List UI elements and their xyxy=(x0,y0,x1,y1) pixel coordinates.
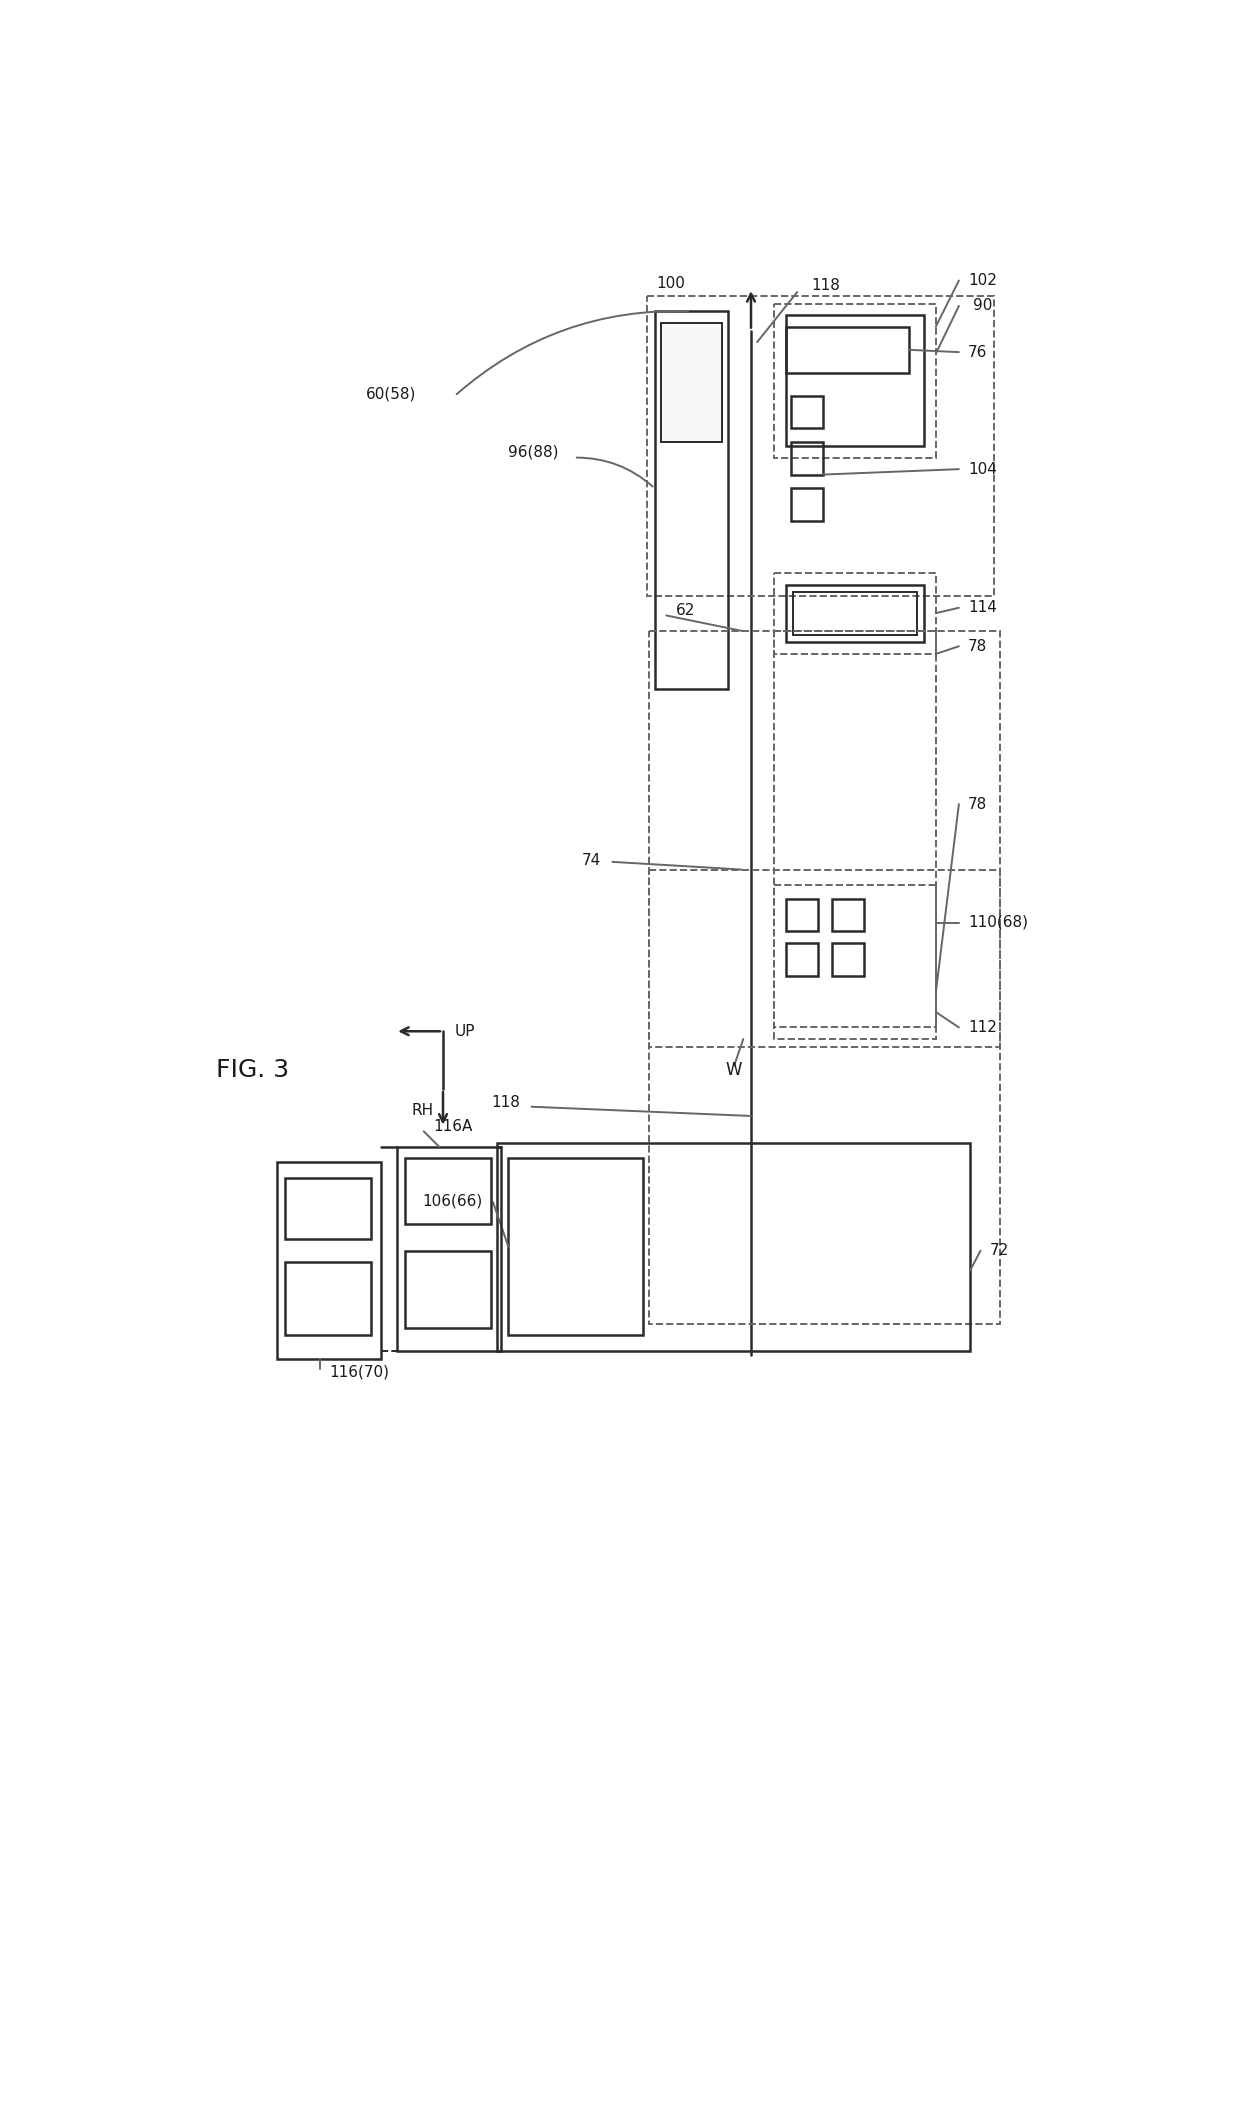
Bar xyxy=(832,945,864,976)
Bar xyxy=(404,1158,491,1223)
Text: UP: UP xyxy=(455,1025,475,1040)
Bar xyxy=(661,323,722,442)
Bar xyxy=(794,592,916,634)
Bar xyxy=(791,488,823,520)
Bar xyxy=(791,395,823,429)
Bar xyxy=(497,1143,971,1350)
Bar xyxy=(786,945,818,976)
Bar xyxy=(786,585,924,642)
Text: FIG. 3: FIG. 3 xyxy=(216,1059,289,1082)
Bar xyxy=(774,573,936,653)
Bar xyxy=(285,1261,372,1335)
Bar xyxy=(404,1251,491,1327)
Bar xyxy=(508,1158,644,1335)
Text: 76: 76 xyxy=(968,344,987,359)
Text: 102: 102 xyxy=(968,273,997,287)
Text: 78: 78 xyxy=(968,638,987,653)
Bar xyxy=(655,311,728,689)
Text: RH: RH xyxy=(412,1103,434,1118)
Bar xyxy=(786,898,818,932)
Text: W: W xyxy=(725,1061,743,1080)
Bar xyxy=(774,885,936,1027)
Bar xyxy=(774,632,936,1040)
Text: 72: 72 xyxy=(990,1242,1009,1257)
Text: 96(88): 96(88) xyxy=(508,444,558,461)
Text: 110(68): 110(68) xyxy=(968,915,1028,930)
Text: 116(70): 116(70) xyxy=(329,1365,389,1380)
Text: 118: 118 xyxy=(811,279,839,294)
Text: 74: 74 xyxy=(582,854,601,868)
Bar xyxy=(650,871,999,1046)
Text: 118: 118 xyxy=(491,1095,520,1109)
Text: 62: 62 xyxy=(676,604,696,619)
Bar xyxy=(650,632,999,1325)
Text: 106(66): 106(66) xyxy=(423,1194,484,1209)
Bar xyxy=(278,1162,382,1359)
Bar xyxy=(786,315,924,446)
Text: 60(58): 60(58) xyxy=(366,387,417,401)
Text: 90: 90 xyxy=(972,298,992,313)
Text: 78: 78 xyxy=(968,797,987,811)
Bar xyxy=(774,304,936,459)
Bar xyxy=(832,898,864,932)
Bar xyxy=(791,442,823,475)
Bar xyxy=(285,1177,372,1238)
Text: 112: 112 xyxy=(968,1021,997,1035)
Bar xyxy=(786,328,909,372)
Text: 116A: 116A xyxy=(434,1120,474,1135)
Text: 114: 114 xyxy=(968,600,997,615)
Bar xyxy=(397,1147,501,1350)
Text: 104: 104 xyxy=(968,461,997,478)
Text: 100: 100 xyxy=(656,277,686,292)
Bar xyxy=(647,296,993,596)
